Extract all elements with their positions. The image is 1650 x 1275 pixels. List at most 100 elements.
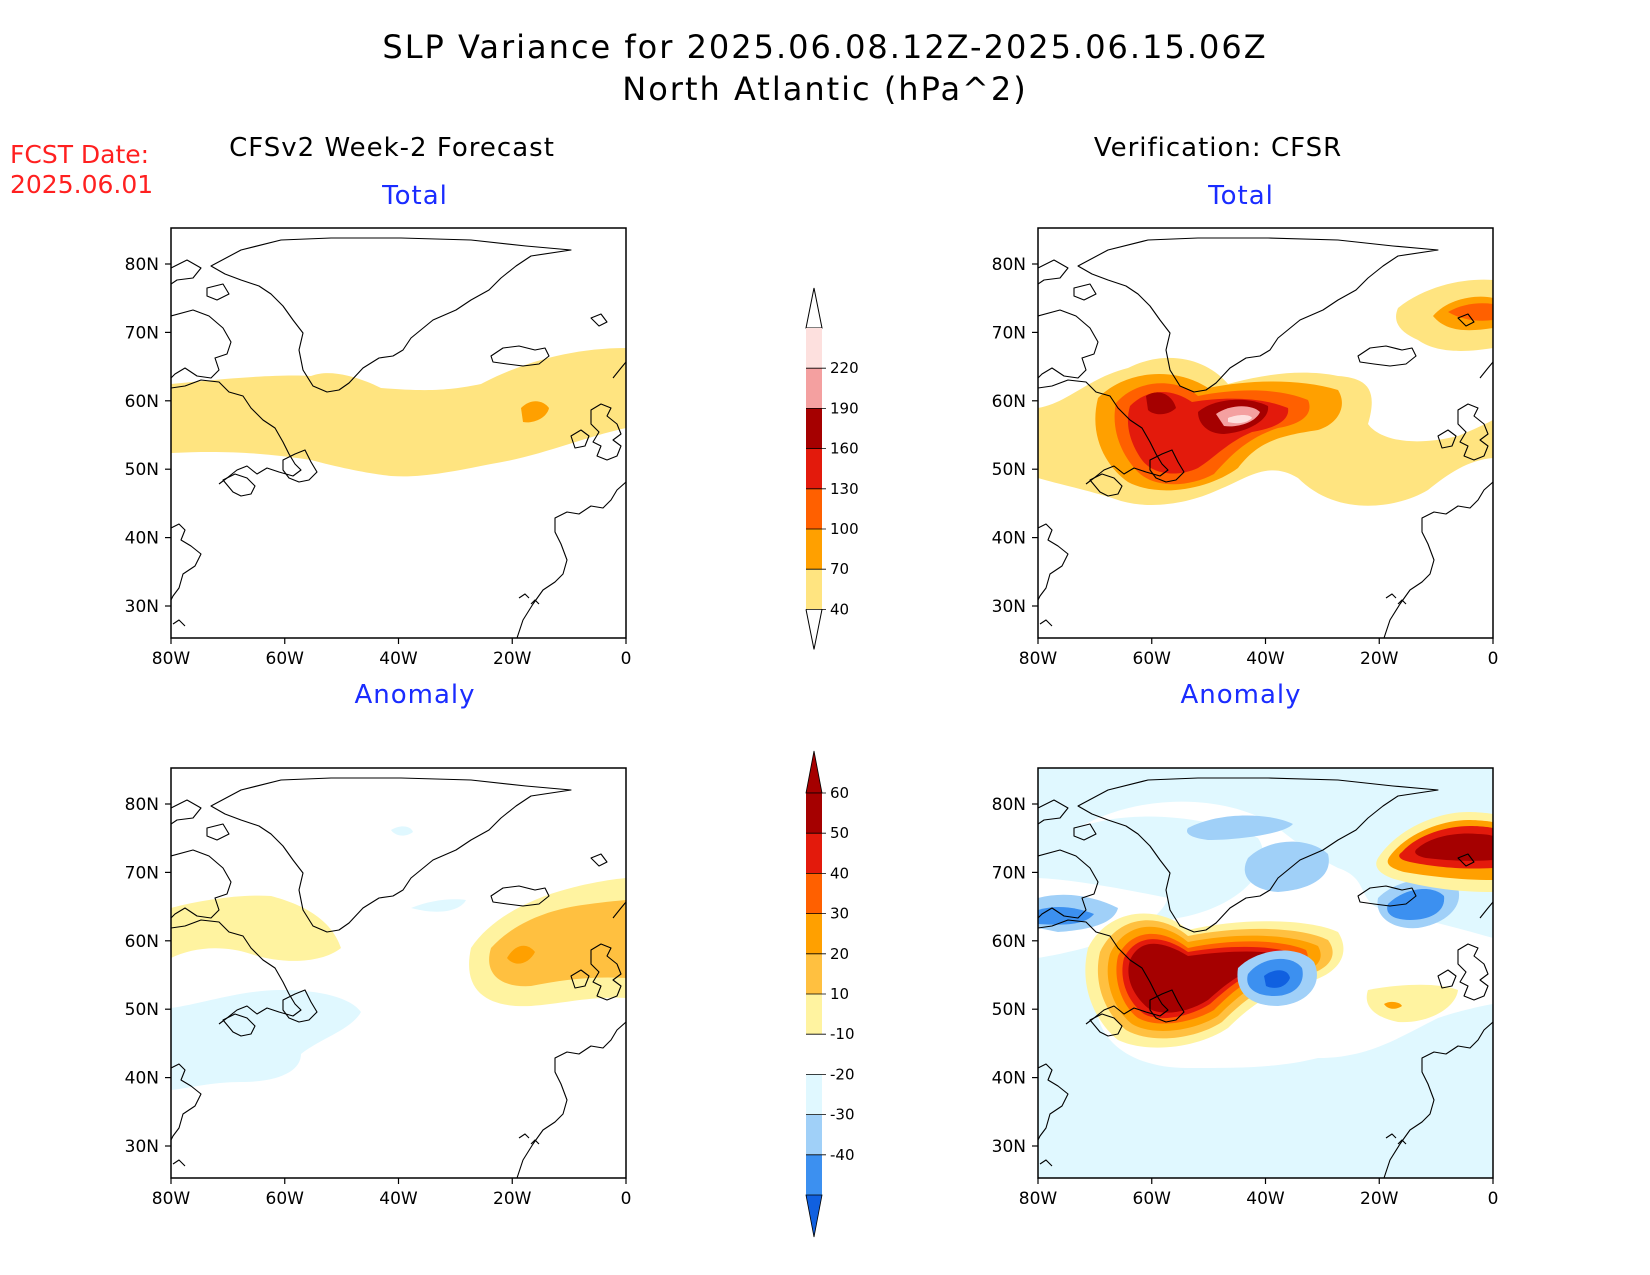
panel-title-forecast-total: Total — [382, 181, 448, 211]
colorbar-anomaly-swatch — [806, 1074, 822, 1115]
colorbar-total-label: 40 — [830, 600, 849, 618]
lon-tick-label: 20W — [493, 649, 532, 669]
lat-tick-label: 80N — [992, 795, 1026, 815]
panel-forecast-anomaly — [170, 767, 627, 1179]
lon-tick-label: 60W — [266, 649, 305, 669]
fcst-label-text: FCST Date: — [10, 140, 150, 169]
lat-tick-label: 60N — [125, 932, 159, 952]
colorbar-anomaly-swatch — [806, 793, 822, 834]
lon-tick-label: 80W — [152, 649, 191, 669]
colorbar-total-label: 100 — [830, 520, 859, 538]
panel-title-verif-anomaly: Anomaly — [1180, 680, 1302, 710]
lat-tick-label: 70N — [992, 863, 1026, 883]
colorbar-total-swatch — [806, 448, 822, 489]
lat-tick-label: 30N — [992, 1137, 1026, 1157]
colorbar-anomaly-swatch — [806, 994, 822, 1035]
lon-tick-label: 60W — [266, 1189, 305, 1209]
colorbar-total-bottom-cap — [805, 609, 823, 650]
lon-tick-label: 40W — [379, 649, 418, 669]
lat-tick-label: 40N — [125, 529, 159, 549]
page-subtitle: North Atlantic (hPa^2) — [622, 70, 1028, 108]
lat-tick-label: 30N — [125, 597, 159, 617]
lat-tick-label: 60N — [125, 392, 159, 412]
colorbar-total-top-cap — [805, 287, 823, 329]
lon-tick-label: 40W — [1246, 649, 1285, 669]
lon-tick-label: 80W — [152, 1189, 191, 1209]
colorbar-total-label: 190 — [830, 399, 859, 417]
colorbar-anomaly-swatch — [806, 1034, 822, 1075]
lat-tick-label: 60N — [992, 932, 1026, 952]
fcst-label: FCST Date: 2025.06.01 — [10, 140, 153, 200]
lon-tick-label: 60W — [1133, 1189, 1172, 1209]
column-title-verification: Verification: CFSR — [1093, 133, 1343, 163]
lat-tick-label: 70N — [125, 323, 159, 343]
page-title: SLP Variance for 2025.06.08.12Z-2025.06.… — [382, 28, 1268, 66]
colorbar-total-label: 70 — [830, 560, 849, 578]
colorbar-anomaly-swatch — [806, 1114, 822, 1155]
colorbar-anomaly-label: 20 — [830, 945, 849, 963]
lat-tick-label: 60N — [992, 392, 1026, 412]
lat-tick-label: 50N — [125, 460, 159, 480]
fcst-date: 2025.06.01 — [10, 170, 154, 199]
colorbar-anomaly-label: -40 — [830, 1146, 855, 1164]
lon-tick-label: 20W — [1360, 649, 1399, 669]
colorbar-anomaly-label: -20 — [830, 1065, 855, 1083]
lat-tick-label: 30N — [992, 597, 1026, 617]
colorbar-anomaly-swatch — [806, 953, 822, 994]
colorbar-anomaly-swatch — [806, 873, 822, 914]
colorbar-total-swatch — [806, 529, 822, 570]
lon-tick-label: 60W — [1133, 649, 1172, 669]
lat-tick-label: 50N — [992, 460, 1026, 480]
column-title-forecast: CFSv2 Week-2 Forecast — [229, 133, 555, 163]
panel-forecast-total — [170, 227, 627, 639]
colorbar-total-swatch — [806, 368, 822, 409]
lon-tick-label: 20W — [493, 1189, 532, 1209]
colorbar-anomaly-swatch — [806, 833, 822, 874]
colorbar-total-swatch — [806, 488, 822, 529]
colorbar-total-label: 130 — [830, 480, 859, 498]
colorbar-anomaly-swatch — [806, 913, 822, 954]
colorbar-total: 220 190 160 130 100 70 40 — [805, 287, 859, 650]
panel-title-forecast-anomaly: Anomaly — [354, 680, 476, 710]
colorbar-anomaly-label: -30 — [830, 1106, 855, 1124]
lat-tick-label: 40N — [992, 529, 1026, 549]
colorbar-total-label: 160 — [830, 440, 859, 458]
colorbar-anomaly-label: 60 — [830, 784, 849, 802]
colorbar-anomaly-label: 30 — [830, 905, 849, 923]
colorbar-anomaly-label: 40 — [830, 864, 849, 882]
lat-tick-label: 50N — [125, 1000, 159, 1020]
panel-verification-anomaly — [1037, 767, 1494, 1179]
colorbar-total-swatch — [806, 569, 822, 610]
lat-tick-label: 30N — [125, 1137, 159, 1157]
colorbar-anomaly-top-cap — [805, 750, 823, 794]
lon-tick-label: 80W — [1019, 649, 1058, 669]
colorbar-anomaly-label: -10 — [830, 1025, 855, 1043]
lat-tick-label: 40N — [992, 1069, 1026, 1089]
lat-tick-label: 50N — [992, 1000, 1026, 1020]
lon-tick-label: 0 — [621, 1189, 632, 1209]
lon-tick-label: 40W — [1246, 1189, 1285, 1209]
lat-tick-label: 70N — [125, 863, 159, 883]
lon-tick-label: 0 — [1488, 1189, 1499, 1209]
lon-tick-label: 0 — [621, 649, 632, 669]
colorbar-total-swatch — [806, 328, 822, 369]
colorbar-anomaly-label: 50 — [830, 824, 849, 842]
lat-tick-label: 70N — [992, 323, 1026, 343]
lat-tick-label: 40N — [125, 1069, 159, 1089]
colorbar-total-swatch — [806, 408, 822, 449]
lon-tick-label: 40W — [379, 1189, 418, 1209]
panel-verification-total — [1037, 227, 1494, 639]
colorbar-anomaly-swatch — [806, 1154, 822, 1195]
lon-tick-label: 20W — [1360, 1189, 1399, 1209]
colorbar-anomaly: 60 50 40 30 20 10 -10 -20 -30 -40 — [805, 750, 855, 1238]
axis-ticks: 80W 60W 40W 20W 0 80N 70N 60N 50N 40N 30N 80W 60W 40W… — [125, 255, 1499, 1209]
colorbar-total-label: 220 — [830, 359, 859, 377]
lat-tick-label: 80N — [992, 255, 1026, 275]
colorbar-anomaly-label: 10 — [830, 985, 849, 1003]
colorbar-anomaly-bottom-cap — [805, 1194, 823, 1238]
panel-title-verif-total: Total — [1208, 181, 1274, 211]
lon-tick-label: 0 — [1488, 649, 1499, 669]
lat-tick-label: 80N — [125, 795, 159, 815]
lon-tick-label: 80W — [1019, 1189, 1058, 1209]
